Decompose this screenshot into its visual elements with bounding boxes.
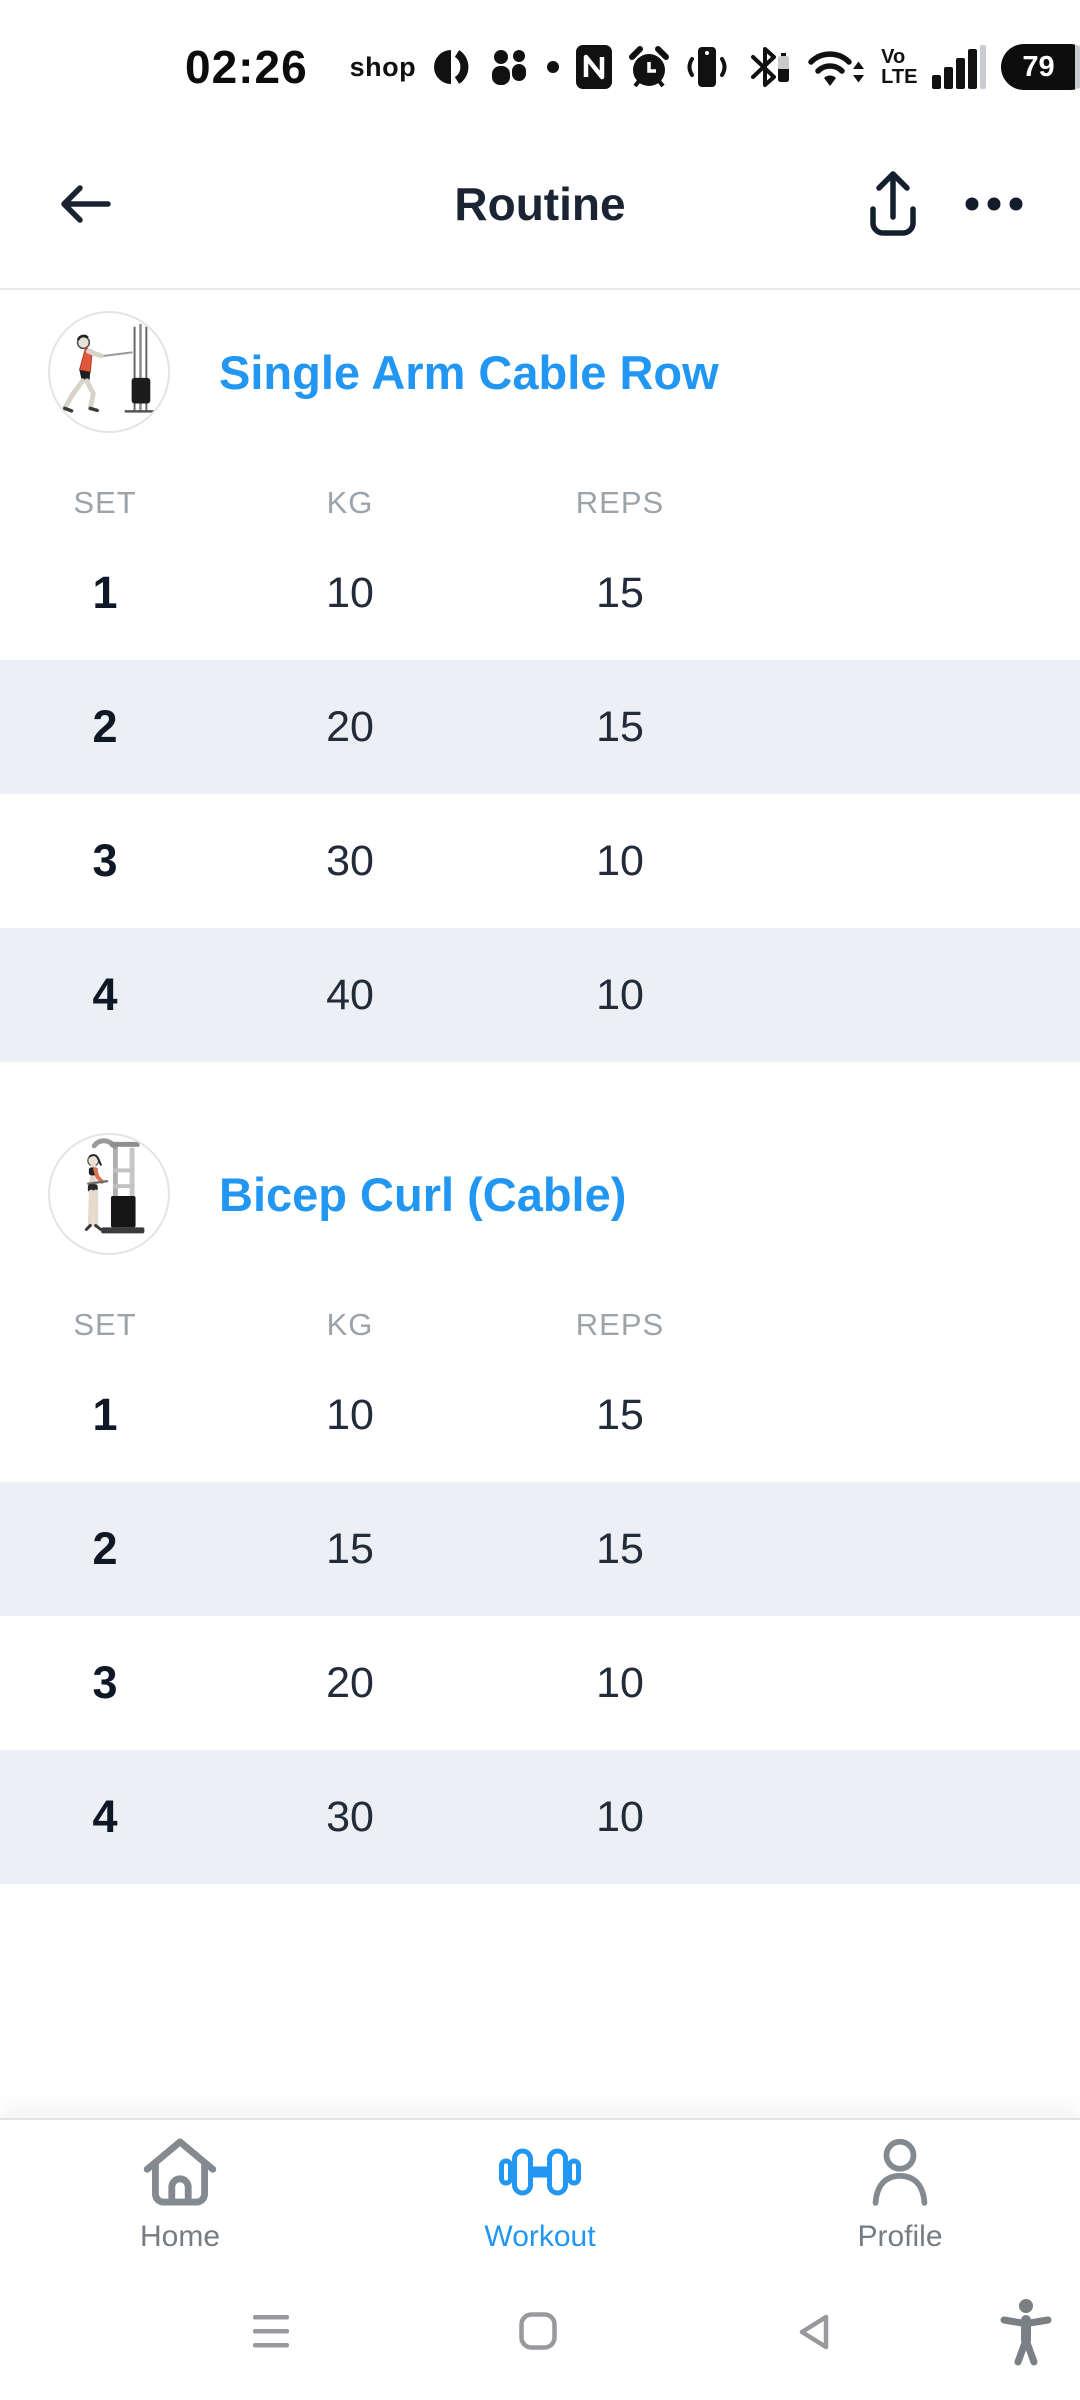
nfc-icon	[576, 44, 613, 90]
reps-cell: 15	[596, 568, 644, 617]
tab-workout[interactable]: Workout	[360, 2120, 720, 2280]
tab-home-label: Home	[139, 2220, 221, 2253]
kg-cell: 20	[326, 702, 374, 751]
signal-bars-icon	[932, 44, 987, 90]
set-cell: 2	[92, 701, 118, 752]
reps-cell: 15	[596, 702, 644, 751]
reps-cell: 10	[596, 970, 644, 1019]
people-icon	[488, 47, 530, 87]
exercise-header[interactable]: Bicep Curl (Cable)	[0, 1133, 1080, 1255]
reps-cell: 10	[596, 1792, 644, 1841]
table-column-headers: SET KG REPS	[0, 1302, 1080, 1348]
kg-cell: 30	[326, 1792, 374, 1841]
android-nav-bar	[0, 2280, 1080, 2400]
battery-percent: 79	[1001, 44, 1076, 90]
table-column-headers: SET KG REPS	[0, 480, 1080, 526]
set-cell: 4	[92, 1791, 118, 1842]
exercise-thumbnail	[48, 311, 170, 433]
kg-cell: 20	[326, 1658, 374, 1707]
man-cable-row-illustration	[62, 323, 157, 413]
wifi-icon	[806, 45, 866, 89]
app-bar: Routine	[0, 120, 1080, 290]
reps-cell: 15	[596, 1390, 644, 1439]
exercise-title: Single Arm Cable Row	[219, 345, 719, 399]
dumbbell-icon	[498, 2132, 582, 2212]
exercise-header[interactable]: Single Arm Cable Row	[0, 311, 1080, 433]
accessibility-icon[interactable]	[1000, 2298, 1052, 2368]
table-row: 1 10 15	[0, 1348, 1080, 1482]
tab-home[interactable]: Home	[0, 2120, 360, 2280]
vibrate-icon	[686, 44, 728, 90]
kg-cell: 15	[326, 1524, 374, 1573]
column-header-kg: KG	[326, 485, 374, 520]
exercise-list: Single Arm Cable Row SET KG REPS 1 10 15…	[0, 292, 1080, 2118]
notification-dot	[546, 60, 560, 74]
column-header-reps: REPS	[575, 485, 665, 520]
table-row: 3 20 10	[0, 1616, 1080, 1750]
volte-badge: Vo LTE	[881, 46, 918, 88]
column-header-set: SET	[73, 485, 137, 520]
table-row: 2 20 15	[0, 660, 1080, 794]
status-right-icons: Vo LTE 79	[576, 44, 1080, 90]
table-row: 3 30 10	[0, 794, 1080, 928]
shop-logo: shop	[349, 51, 417, 82]
kg-cell: 30	[326, 836, 374, 885]
battery-indicator: 79	[1001, 44, 1080, 90]
pie-circle-icon	[432, 47, 472, 87]
woman-cable-curl-illustration	[84, 1138, 145, 1234]
tab-profile-label: Profile	[857, 2220, 943, 2253]
set-cell: 1	[92, 567, 118, 618]
kg-cell: 10	[326, 568, 374, 617]
table-row: 4 30 10	[0, 1750, 1080, 1884]
clock: 02:26	[185, 41, 308, 93]
table-row: 2 15 15	[0, 1482, 1080, 1616]
exercise-section: Bicep Curl (Cable) SET KG REPS 1 10 15 2…	[0, 1133, 1080, 1884]
exercise-title: Bicep Curl (Cable)	[219, 1167, 627, 1221]
tab-profile[interactable]: Profile	[720, 2120, 1080, 2280]
set-cell: 3	[92, 1657, 118, 1708]
alarm-icon	[627, 45, 671, 89]
set-table: 1 10 15 2 20 15 3 30 10 4 40 10	[0, 526, 1080, 1062]
set-cell: 1	[92, 1389, 118, 1440]
kg-cell: 40	[326, 970, 374, 1019]
share-button[interactable]	[862, 165, 924, 243]
column-header-set: SET	[73, 1307, 137, 1342]
set-table: 1 10 15 2 15 15 3 20 10 4 30 10	[0, 1348, 1080, 1884]
set-cell: 3	[92, 835, 118, 886]
column-header-reps: REPS	[575, 1307, 665, 1342]
app-bar-actions	[862, 165, 1024, 243]
reps-cell: 10	[596, 1658, 644, 1707]
more-options-button[interactable]	[964, 197, 1024, 211]
home-square-icon[interactable]	[519, 2312, 557, 2350]
status-left-icons: shop	[350, 47, 561, 87]
back-triangle-icon[interactable]	[796, 2313, 832, 2351]
person-icon	[864, 2132, 936, 2212]
table-row: 4 40 10	[0, 928, 1080, 1062]
tab-workout-label: Workout	[484, 2220, 596, 2253]
exercise-section: Single Arm Cable Row SET KG REPS 1 10 15…	[0, 311, 1080, 1062]
recents-icon[interactable]	[252, 2312, 290, 2350]
kg-cell: 10	[326, 1390, 374, 1439]
exercise-thumbnail	[48, 1133, 170, 1255]
reps-cell: 15	[596, 1524, 644, 1573]
column-header-kg: KG	[326, 1307, 374, 1342]
bluetooth-battery-icon	[743, 44, 791, 90]
back-button[interactable]	[56, 182, 112, 226]
home-icon	[139, 2132, 221, 2212]
set-cell: 2	[92, 1523, 118, 1574]
bottom-nav: Home Workout Profile	[0, 2118, 1080, 2280]
set-cell: 4	[92, 969, 118, 1020]
reps-cell: 10	[596, 836, 644, 885]
table-row: 1 10 15	[0, 526, 1080, 660]
status-bar: 02:26 shop	[0, 0, 1080, 120]
